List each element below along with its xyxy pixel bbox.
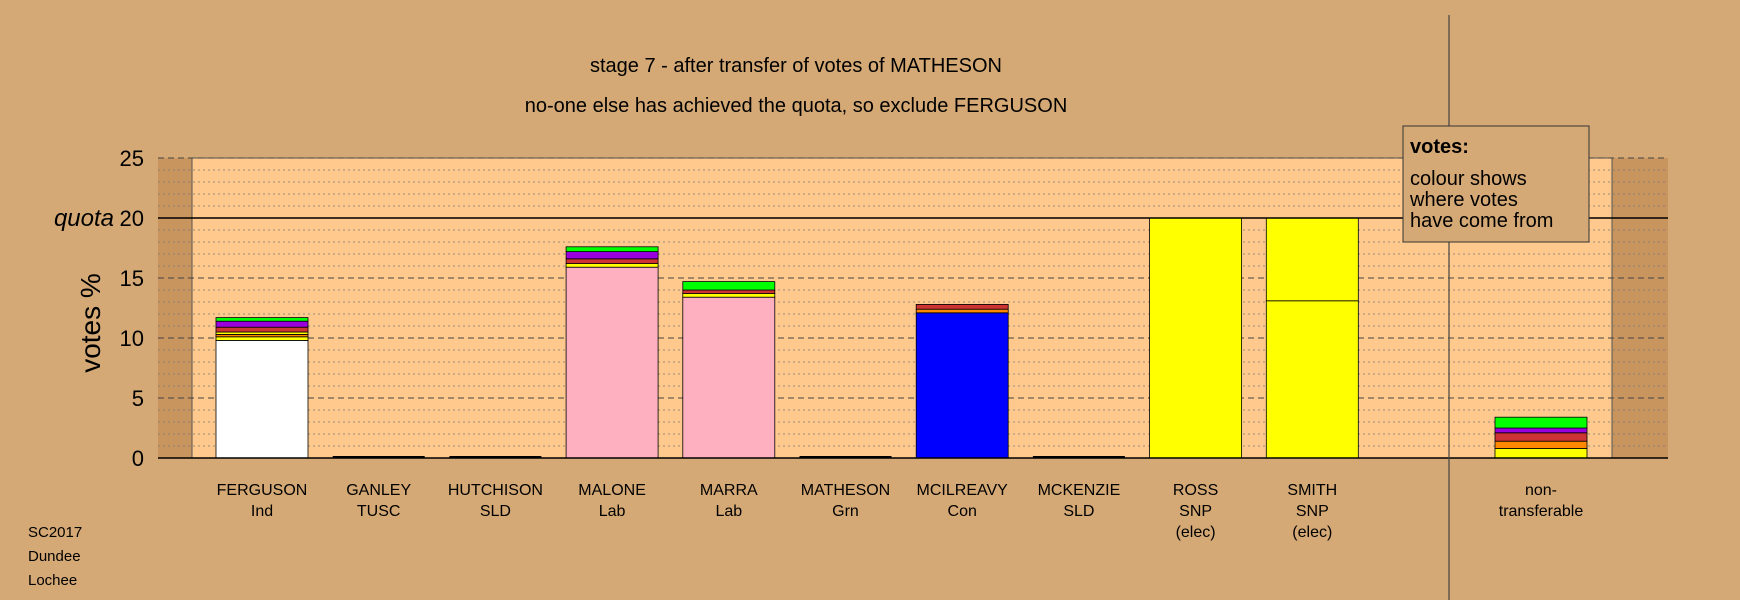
bar-segment xyxy=(565,266,659,459)
y-tick-label: 20 xyxy=(120,206,144,231)
bar-segment xyxy=(682,281,776,291)
candidate-status: (elec) xyxy=(1176,524,1216,541)
bar-segment xyxy=(565,263,659,268)
bar-segment xyxy=(215,326,309,333)
nontransferable-segment xyxy=(1494,447,1588,459)
bar-segment xyxy=(915,303,1009,310)
nontransferable-segment xyxy=(1494,432,1588,442)
legend: votes: colour shows where votes have com… xyxy=(1402,125,1590,243)
bar-segment xyxy=(682,296,776,459)
bar-segment xyxy=(215,336,309,341)
footer-line-2: Dundee xyxy=(28,548,81,565)
candidate-name: SMITH xyxy=(1287,482,1337,499)
bar-segment xyxy=(915,312,1009,459)
plot-inner-band xyxy=(191,157,1613,459)
candidate-party: Lab xyxy=(715,503,742,520)
y-tick-label: 15 xyxy=(120,266,144,291)
bar-segment xyxy=(915,308,1009,314)
candidate-party: Grn xyxy=(832,503,859,520)
candidate-name: MCILREAVY xyxy=(917,482,1009,499)
candidate-party: SNP xyxy=(1179,503,1212,520)
bar-segment xyxy=(1265,217,1359,302)
candidate-party: SLD xyxy=(1063,503,1094,520)
candidate-name: FERGUSON xyxy=(217,482,308,499)
x-tick-labels: FERGUSON Ind GANLEY TUSC HUTCHISON SLD MALONE L… xyxy=(217,482,1584,541)
footer: SC2017 Dundee Lochee xyxy=(28,524,82,589)
y-tick-label: 5 xyxy=(132,386,144,411)
chart-subtitle: no-one else has achieved the quota, so e… xyxy=(525,95,1068,117)
candidate-name: GANLEY xyxy=(346,482,411,499)
bar-segment xyxy=(682,289,776,294)
legend-line-1: colour shows xyxy=(1410,168,1527,190)
bar-segment xyxy=(1265,300,1359,459)
legend-line-2: where votes xyxy=(1409,189,1518,211)
y-tick-label: 25 xyxy=(120,146,144,171)
nontransferable-label: transferable xyxy=(1499,503,1584,520)
candidate-name: ROSS xyxy=(1173,482,1218,499)
candidate-party: TUSC xyxy=(357,503,401,520)
legend-box xyxy=(1402,125,1590,243)
candidate-status: (elec) xyxy=(1292,524,1332,541)
bar-segment xyxy=(682,293,776,298)
y-axis-label: votes % xyxy=(75,273,106,373)
nontransferable-segment xyxy=(1494,416,1588,429)
quota-label: quota xyxy=(54,205,114,232)
bar-segment xyxy=(215,320,309,328)
candidate-name: MATHESON xyxy=(801,482,890,499)
y-tick-label: 0 xyxy=(132,446,144,471)
y-tick-label: 10 xyxy=(120,326,144,351)
candidate-name: HUTCHISON xyxy=(448,482,543,499)
candidate-name: MCKENZIE xyxy=(1038,482,1121,499)
nontransferable-segment xyxy=(1494,427,1588,434)
candidate-party: SNP xyxy=(1296,503,1329,520)
footer-line-3: Lochee xyxy=(28,572,77,589)
candidate-party: Con xyxy=(948,503,977,520)
nontransferable-label: non- xyxy=(1525,482,1557,499)
bar-segment xyxy=(215,339,309,459)
bar-segment xyxy=(565,246,659,253)
bar-segment xyxy=(215,317,309,322)
bar-segment xyxy=(565,251,659,260)
legend-title: votes: xyxy=(1410,136,1469,158)
chart-title: stage 7 - after transfer of votes of MAT… xyxy=(590,55,1002,77)
legend-line-3: have come from xyxy=(1410,210,1553,232)
candidate-name: MARRA xyxy=(700,482,758,499)
bar-segment xyxy=(565,258,659,264)
footer-line-1: SC2017 xyxy=(28,524,82,541)
candidate-party: Ind xyxy=(251,503,273,520)
bar-segment xyxy=(1149,217,1242,459)
candidate-party: Lab xyxy=(599,503,626,520)
gridlines xyxy=(158,157,1668,447)
candidate-party: SLD xyxy=(480,503,511,520)
y-tick-labels: 0 5 10 15 20 25 xyxy=(120,146,144,471)
candidate-name: MALONE xyxy=(578,482,646,499)
nontransferable-segment xyxy=(1494,440,1588,449)
bars xyxy=(215,217,1588,459)
